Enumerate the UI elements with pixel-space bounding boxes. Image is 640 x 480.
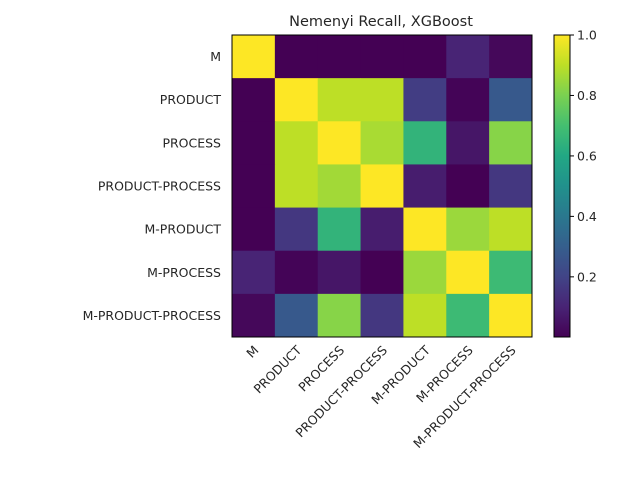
heatmap-cell (360, 78, 404, 122)
heatmap-cell (446, 293, 490, 338)
colorbar-tick-label: 1.0 (577, 28, 597, 43)
plot-frame (231, 34, 533, 338)
heatmap-cell (489, 35, 533, 79)
colorbar-ticks: 0.2 0.4 0.6 0.8 1.0 (570, 28, 597, 284)
y-tick-label: M (210, 49, 221, 64)
heatmap-cells (232, 35, 533, 338)
y-tick-label: PRODUCT-PROCESS (98, 179, 221, 194)
heatmap-cell (360, 121, 404, 165)
heatmap-cell (489, 207, 533, 252)
y-tick-label: PRODUCT (160, 92, 222, 107)
heatmap-cell (274, 121, 319, 165)
heatmap-cell (489, 121, 533, 165)
heatmap-cell (360, 164, 404, 209)
heatmap-cell (317, 293, 362, 338)
heatmap-cell (446, 35, 490, 79)
heatmap-cell (274, 293, 319, 338)
heatmap-cell (232, 121, 276, 165)
colorbar-tick-label: 0.2 (577, 269, 597, 284)
y-tick-label: M-PROCESS (147, 265, 221, 280)
heatmap-cell (489, 164, 533, 209)
heatmap-cell (360, 250, 404, 295)
heatmap-cell (317, 164, 362, 209)
heatmap-cell (274, 78, 319, 122)
heatmap-cell (274, 35, 319, 79)
heatmap-cell (446, 121, 490, 165)
chart-title: Nemenyi Recall, XGBoost (289, 14, 473, 30)
heatmap-cell (232, 164, 276, 209)
heatmap-cell (232, 35, 276, 79)
heatmap-cell (232, 78, 276, 122)
heatmap-cell (317, 250, 362, 295)
x-tick-labels: MPRODUCTPROCESSPRODUCT-PROCESSM-PRODUCTM… (243, 342, 518, 451)
heatmap-cell (403, 35, 447, 79)
heatmap-cell (317, 121, 362, 165)
heatmap-cell (317, 35, 362, 79)
heatmap-cell (489, 78, 533, 122)
heatmap-cell (446, 250, 490, 295)
heatmap-cell (446, 207, 490, 252)
heatmap-cell (232, 293, 276, 338)
heatmap-cell (403, 250, 447, 295)
heatmap-cell (360, 293, 404, 338)
colorbar (554, 35, 570, 337)
colorbar-tick-label: 0.4 (577, 209, 597, 224)
heatmap-cell (446, 78, 490, 122)
y-tick-label: PROCESS (162, 135, 221, 150)
heatmap-cell (403, 78, 447, 122)
heatmap-cell (489, 293, 533, 338)
heatmap-cell (274, 250, 319, 295)
heatmap-cell (232, 207, 276, 252)
heatmap-cell (403, 207, 447, 252)
heatmap-cell (317, 207, 362, 252)
heatmap-cell (360, 35, 404, 79)
x-tick-label: M (243, 343, 261, 361)
heatmap-cell (274, 207, 319, 252)
y-tick-labels: M PRODUCT PROCESS PRODUCT-PROCESS M-PRODUCT M… (83, 49, 222, 323)
y-tick-label: M-PRODUCT-PROCESS (83, 308, 221, 323)
heatmap-cell (403, 164, 447, 209)
heatmap-cell (274, 164, 319, 209)
heatmap-cell (403, 121, 447, 165)
heatmap-cell (317, 78, 362, 122)
heatmap-cell (360, 207, 404, 252)
heatmap-cell (489, 250, 533, 295)
colorbar-tick-label: 0.6 (577, 148, 597, 163)
colorbar-frame (553, 34, 571, 338)
heatmap-cell (446, 164, 490, 209)
colorbar-tick-label: 0.8 (577, 88, 597, 103)
heatmap-cell (232, 250, 276, 295)
heatmap-cell (403, 293, 447, 338)
y-tick-label: M-PRODUCT (145, 222, 222, 237)
